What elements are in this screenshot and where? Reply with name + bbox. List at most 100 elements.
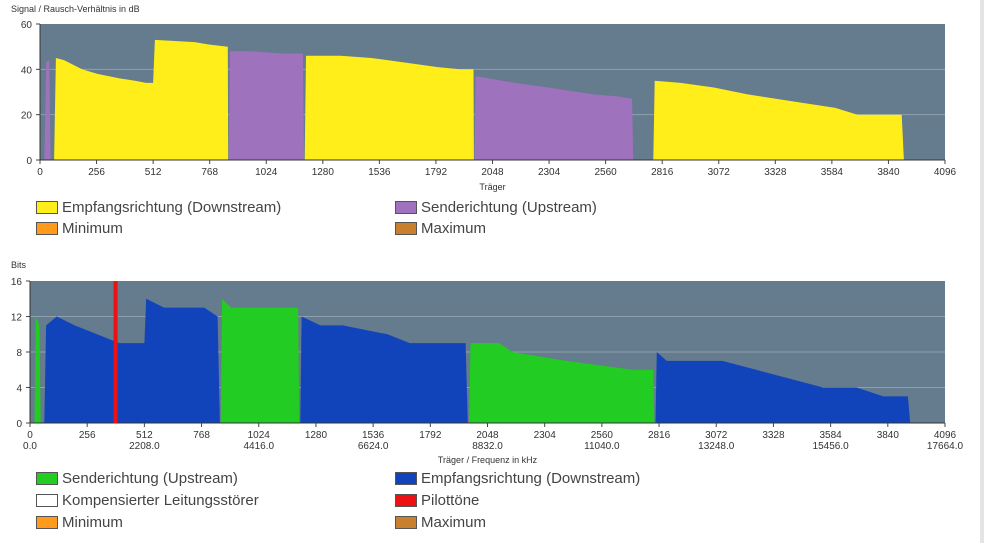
x-axis-title: Träger: [479, 182, 505, 192]
legend-item-downstream-bits[interactable]: Empfangsrichtung (Downstream): [395, 470, 640, 487]
legend-swatch-upstream: [395, 201, 417, 214]
x-tick-label: 3840: [877, 167, 900, 178]
series-area-Senderichtung (Upstream): [469, 343, 655, 423]
legend-label-upstream-bits: Senderichtung (Upstream): [62, 470, 238, 487]
y-tick-label: 4: [16, 384, 22, 395]
x-tick-label: 1280: [312, 167, 335, 178]
x-tick-label: 4096: [934, 167, 957, 178]
y-tick-label: 0: [16, 419, 22, 430]
x-tick-label: 2304: [538, 167, 561, 178]
y-tick-label: 60: [21, 20, 33, 31]
x-tick-label: 256: [88, 167, 105, 178]
x-tick-label: 1792: [419, 430, 442, 441]
legend-item-minimum-bits[interactable]: Minimum: [36, 514, 123, 531]
y-axis-title: Bits: [11, 260, 27, 270]
series-area-Empfangsrichtung (Downstream): [44, 298, 220, 423]
legend-label-upstream: Senderichtung (Upstream): [421, 199, 597, 216]
x-tick-label: 768: [201, 167, 218, 178]
pilot-tone-marker: [113, 281, 118, 423]
y-tick-label: 40: [21, 65, 33, 76]
legend-item-compensated[interactable]: Kompensierter Leitungsstörer: [36, 492, 259, 509]
legend-label-maximum: Maximum: [421, 220, 487, 237]
frequency-tick-label: 2208.0: [129, 441, 160, 452]
legend-item-minimum[interactable]: Minimum: [36, 220, 123, 237]
legend-label-downstream-bits: Empfangsrichtung (Downstream): [421, 470, 641, 487]
legend-item-upstream-bits[interactable]: Senderichtung (Upstream): [36, 470, 238, 487]
frequency-tick-label: 15456.0: [813, 441, 850, 452]
y-tick-label: 0: [26, 156, 32, 167]
y-tick-label: 8: [16, 348, 22, 359]
x-tick-label: 1024: [255, 167, 278, 178]
frequency-tick-label: 13248.0: [698, 441, 735, 452]
x-tick-label: 512: [145, 167, 162, 178]
legend-swatch-maximum-bits: [395, 516, 417, 529]
legend-item-pilot[interactable]: Pilottöne: [395, 492, 479, 509]
x-tick-label: 2816: [648, 430, 671, 441]
frequency-tick-label: 0.0: [23, 441, 37, 452]
x-tick-label: 2560: [591, 430, 614, 441]
series-area-Senderichtung (Upstream): [228, 51, 304, 161]
x-tick-label: 3584: [821, 167, 844, 178]
legend-swatch-downstream-bits: [395, 472, 417, 485]
legend-label-pilot: Pilottöne: [421, 492, 480, 509]
x-tick-label: 1280: [305, 430, 328, 441]
x-tick-label: 2304: [534, 430, 557, 441]
series-area-Empfangsrichtung (Downstream): [300, 316, 468, 423]
legend-item-upstream[interactable]: Senderichtung (Upstream): [395, 199, 597, 216]
x-tick-label: 3328: [762, 430, 785, 441]
x-tick-label: 2048: [476, 430, 499, 441]
legend-swatch-downstream: [36, 201, 58, 214]
series-area-Senderichtung (Upstream): [220, 298, 300, 423]
snr-chart: Signal / Rausch-Verhältnis in dB 0 20 40 60 0…: [11, 4, 957, 192]
x-tick-label: 3072: [708, 167, 731, 178]
x-tick-label: 4096: [934, 430, 957, 441]
legend-label-downstream: Empfangsrichtung (Downstream): [62, 199, 282, 216]
legend-label-compensated: Kompensierter Leitungsstörer: [62, 492, 259, 509]
x-tick-label: 3840: [877, 430, 900, 441]
series-area-Empfangsrichtung (Downstream): [54, 39, 229, 160]
x-tick-label: 768: [193, 430, 210, 441]
x-axis-title: Träger / Frequenz in kHz: [438, 455, 538, 465]
x-tick-label: 0: [27, 430, 33, 441]
x-tick-label: 2816: [651, 167, 674, 178]
legend-item-downstream[interactable]: Empfangsrichtung (Downstream): [36, 199, 281, 216]
x-tick-label: 512: [136, 430, 153, 441]
series-area-Empfangsrichtung (Downstream): [655, 352, 911, 423]
x-tick-label: 2560: [595, 167, 618, 178]
page-scrollbar[interactable]: [980, 0, 984, 543]
legend-swatch-compensated: [36, 494, 58, 507]
x-tick-label: 3072: [705, 430, 728, 441]
legend-swatch-maximum: [395, 222, 417, 235]
frequency-tick-label: 17664.0: [927, 441, 964, 452]
x-tick-label: 256: [79, 430, 96, 441]
legend-swatch-minimum-bits: [36, 516, 58, 529]
x-tick-label: 1792: [425, 167, 448, 178]
legend-label-minimum: Minimum: [62, 220, 123, 237]
legend-swatch-minimum: [36, 222, 58, 235]
y-tick-label: 16: [11, 277, 23, 288]
x-tick-label: 1024: [248, 430, 271, 441]
legend-swatch-pilot: [395, 494, 417, 507]
series-area-Senderichtung (Upstream): [44, 60, 51, 160]
y-axis-title: Signal / Rausch-Verhältnis in dB: [11, 4, 140, 14]
bits-chart: Bits 0 4 8 12 16 0 256 512 768 1024 1280 1536 1792 204…: [11, 260, 964, 465]
x-tick-label: 1536: [368, 167, 391, 178]
x-tick-label: 3584: [820, 430, 843, 441]
y-tick-label: 12: [11, 313, 23, 324]
x-tick-label: 3328: [764, 167, 787, 178]
series-area-Empfangsrichtung (Downstream): [653, 80, 904, 160]
series-area-Senderichtung (Upstream): [474, 76, 634, 160]
y-tick-label: 20: [21, 111, 33, 122]
series-area-Senderichtung (Upstream): [34, 316, 41, 423]
legend-label-maximum-bits: Maximum: [421, 514, 487, 531]
series-area-Empfangsrichtung (Downstream): [304, 55, 474, 161]
frequency-tick-label: 6624.0: [358, 441, 389, 452]
frequency-tick-label: 4416.0: [243, 441, 274, 452]
snr-legend: Empfangsrichtung (Downstream) Sendericht…: [0, 0, 984, 250]
legend-item-maximum-bits[interactable]: Maximum: [395, 514, 486, 531]
legend-label-minimum-bits: Minimum: [62, 514, 123, 531]
legend-item-maximum[interactable]: Maximum: [395, 220, 486, 237]
x-tick-label: 1536: [362, 430, 385, 441]
